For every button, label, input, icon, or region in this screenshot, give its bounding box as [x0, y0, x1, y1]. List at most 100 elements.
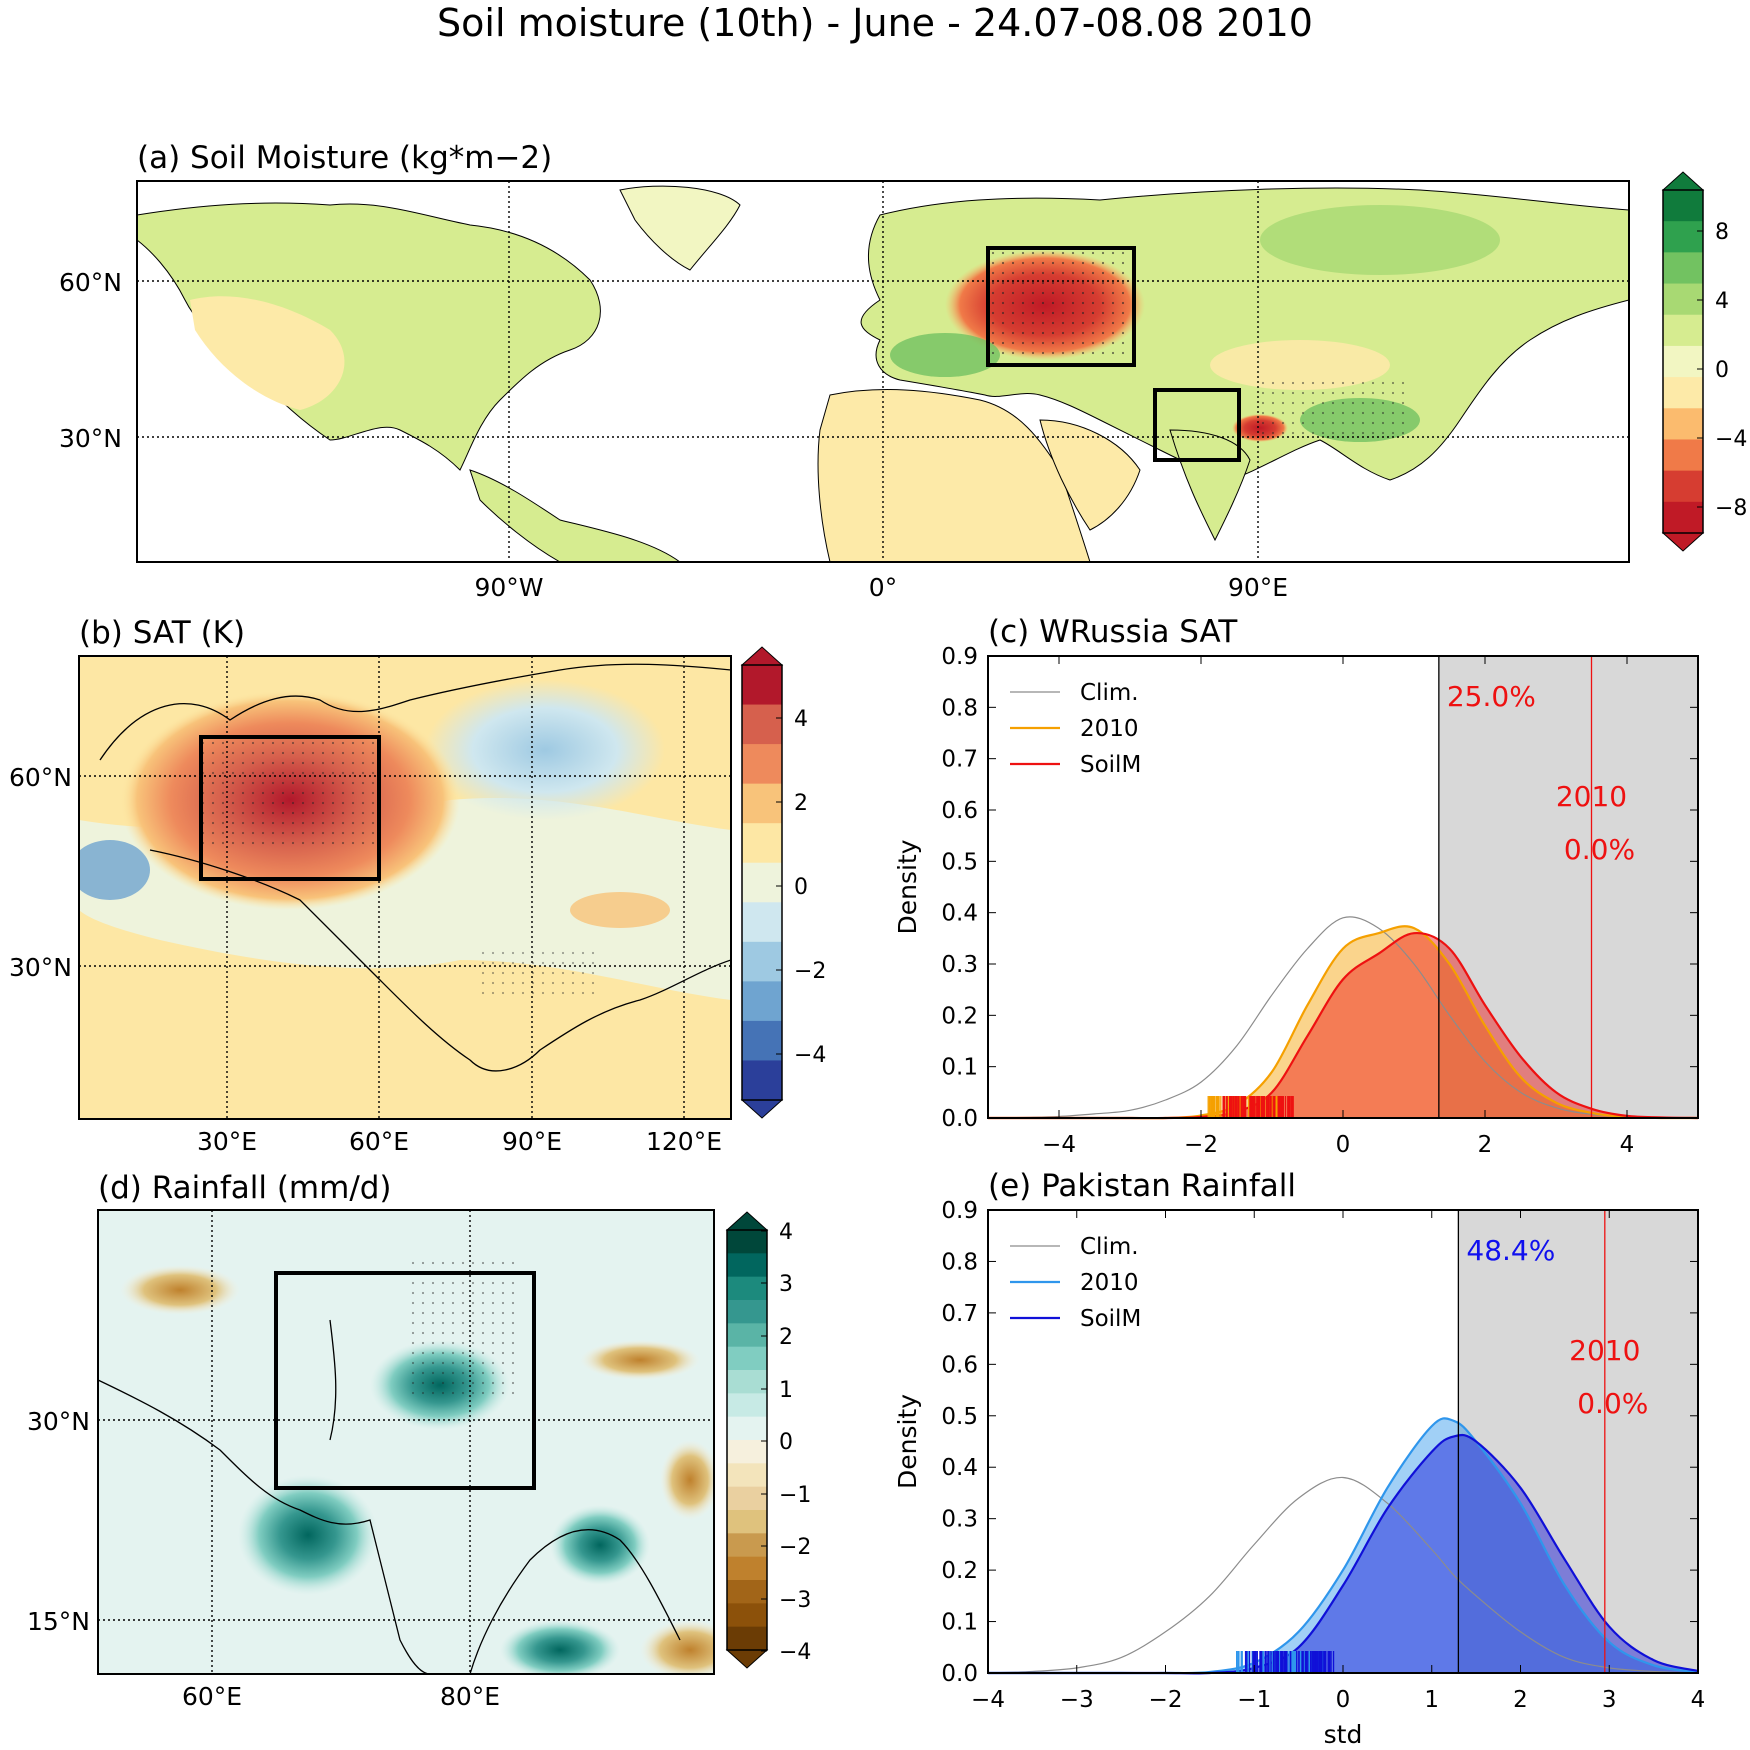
ytick-label: 0.3 — [941, 1507, 978, 1533]
colorbar-swatch — [742, 665, 782, 706]
colorbar-frame — [741, 664, 783, 1101]
panel-a-midasia-dry — [1210, 340, 1390, 390]
panel-d-coastline — [98, 1319, 681, 1674]
xtick-label: −2 — [1184, 1132, 1218, 1158]
density-fill-2010 — [988, 1418, 1698, 1674]
ytick-label: 0.6 — [941, 1352, 978, 1378]
colorbar-swatch — [727, 1300, 767, 1324]
ytick-label: 0.5 — [941, 1404, 978, 1430]
threshold-percentage: 25.0% — [1447, 680, 1536, 713]
legend-label: 2010 — [1080, 716, 1139, 742]
colorbar-tick-label: −4 — [1715, 427, 1747, 452]
colorbar-swatch — [1663, 190, 1703, 222]
panel-b-blue-anomaly-west — [79, 840, 150, 900]
colorbar-swatch — [742, 1060, 782, 1101]
colorbar-swatch — [727, 1556, 767, 1581]
colorbar-swatch — [727, 1346, 767, 1371]
y-axis-label: Density — [893, 839, 922, 934]
colorbar-tick-label: 3 — [779, 1272, 793, 1297]
figure-title: Soil moisture (10th) - June - 24.07-08.0… — [437, 1, 1313, 45]
density-line-clim — [987, 916, 1699, 1119]
panel-d-title: (d) Rainfall (mm/d) — [98, 1170, 392, 1206]
colorbar-tick-label: −4 — [779, 1640, 811, 1665]
panel-a-stipple-russia — [990, 250, 1130, 360]
colorbar-extend-top — [740, 646, 784, 666]
panel-d-stipple — [410, 1260, 520, 1400]
xtick-label: −4 — [1042, 1132, 1076, 1158]
panel-a-stipple-china — [1260, 380, 1410, 440]
panel-d-wet-core-arabian-sea — [238, 1475, 378, 1595]
panel-b-xtick-90E: 90°E — [502, 1127, 562, 1156]
panel-d-rainfall-map: (d) Rainfall (mm/d) 30°N 15°N 60°E 80°E … — [27, 1170, 811, 1711]
panel-d-dry-patch-4 — [580, 1340, 700, 1380]
xtick-label: −2 — [1149, 1687, 1183, 1713]
xtick-label: 4 — [1620, 1132, 1635, 1158]
colorbar-swatch — [1663, 408, 1703, 440]
colorbar-tick-label: 2 — [794, 791, 808, 816]
exceedance-shade — [1438, 656, 1698, 1118]
colorbar-swatch — [727, 1463, 767, 1488]
xtick-label: −4 — [971, 1687, 1005, 1713]
ytick-label: 0.9 — [941, 644, 978, 670]
colorbar-swatch — [742, 783, 782, 824]
panel-a-arabia — [1039, 419, 1141, 531]
year-percentage: 0.0% — [1577, 1387, 1648, 1420]
colorbar-swatch — [727, 1533, 767, 1558]
colorbar-tick-label: 4 — [794, 707, 808, 732]
colorbar-swatch — [727, 1393, 767, 1418]
panel-a-box-wrussia — [986, 246, 1136, 367]
threshold-percentage: 48.4% — [1466, 1234, 1555, 1267]
xtick-label: 0 — [1336, 1687, 1351, 1713]
colorbar-swatch — [1663, 283, 1703, 316]
legend-label: SoilM — [1080, 1306, 1141, 1332]
panel-title: (c) WRussia SAT — [988, 614, 1238, 650]
colorbar-tick-label: 8 — [1715, 220, 1729, 245]
panel-b-sat-map: (b) SAT (K) 60°N 30°N 30°E 60°E 90°E 120… — [9, 615, 826, 1156]
ytick-label: 0.0 — [941, 1106, 978, 1132]
panel-b-title: (b) SAT (K) — [79, 615, 245, 651]
colorbar-swatch — [727, 1416, 767, 1441]
ytick-label: 0.1 — [941, 1055, 978, 1081]
colorbar-swatch — [742, 823, 782, 864]
panel-title: (e) Pakistan Rainfall — [988, 1168, 1296, 1204]
panel-a-ytick-30N: 30°N — [59, 424, 122, 453]
ytick-label: 0.7 — [941, 1301, 978, 1327]
panel-d-frame — [97, 1209, 715, 1675]
colorbar-frame — [726, 1229, 768, 1651]
density-fill-soilm — [988, 1434, 1698, 1674]
colorbar-tick-label: −1 — [779, 1483, 811, 1508]
ytick-label: 0.6 — [941, 798, 978, 824]
colorbar-swatch — [1663, 314, 1703, 347]
colorbar-tick-label: 1 — [779, 1378, 793, 1403]
colorbar-extend-bottom — [725, 1649, 769, 1669]
colorbar-tick-label: 0 — [794, 875, 808, 900]
colorbar-tick-label: 4 — [779, 1220, 793, 1245]
panel-d-xtick-60E: 60°E — [182, 1682, 242, 1711]
ytick-label: 0.4 — [941, 901, 978, 927]
xtick-label: −1 — [1237, 1687, 1271, 1713]
colorbar-swatch — [742, 981, 782, 1022]
colorbar-swatch — [727, 1580, 767, 1604]
colorbar-swatch — [727, 1510, 767, 1534]
colorbar-tick-label: 2 — [779, 1325, 793, 1350]
xtick-label: 0 — [1336, 1132, 1351, 1158]
panel-d-colorbar: 4 3 2 1 0 −1 −2 −3 −4 — [725, 1211, 811, 1669]
panel-a-xtick-0: 0° — [869, 573, 897, 602]
panel-d-ytick-30N: 30°N — [27, 1407, 90, 1436]
colorbar-frame — [1662, 189, 1704, 534]
density-fill-2010 — [988, 926, 1698, 1119]
panel-b-frame — [78, 655, 732, 1120]
panel-d-box-pakistan — [274, 1271, 536, 1490]
xtick-label: 1 — [1424, 1687, 1439, 1713]
colorbar-extend-bottom — [740, 1099, 784, 1119]
colorbar-swatch — [742, 902, 782, 943]
colorbar-swatch — [727, 1486, 767, 1511]
density-fill-soilm — [988, 933, 1698, 1119]
colorbar-tick-label: −8 — [1715, 496, 1747, 521]
panel-c-wrussia-sat-density: (c) WRussia SAT 0.0 0.1 0.2 0.3 0.4 0.5 0.6 0.7 0… — [893, 614, 1699, 1158]
colorbar-swatch — [727, 1276, 767, 1301]
panel-a-box-pakistan — [1153, 388, 1241, 462]
colorbar-swatch — [1663, 221, 1703, 253]
panel-d-wet-core-bay — [550, 1505, 650, 1585]
